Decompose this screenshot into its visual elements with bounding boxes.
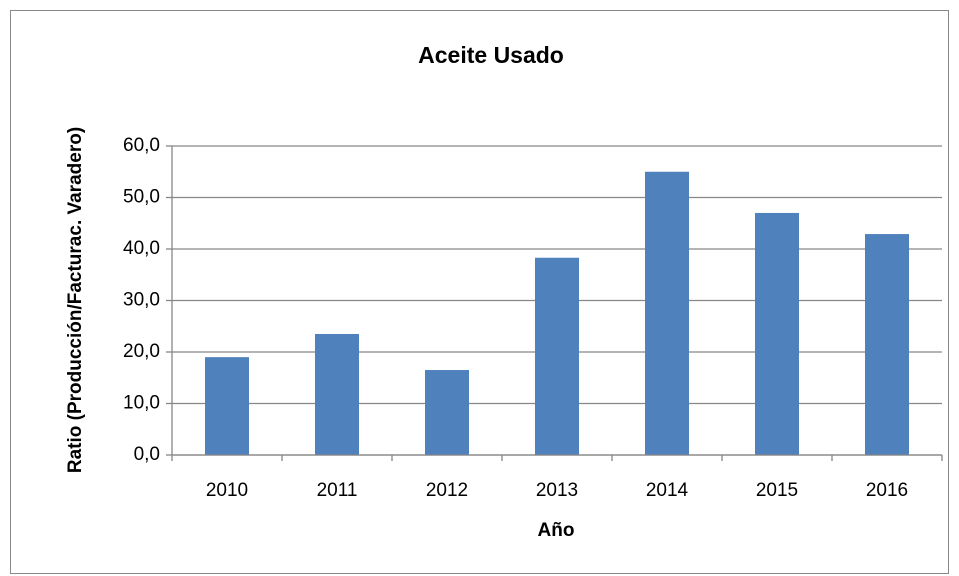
y-axis-label: Ratio (Producción/Facturac. Varadero)	[65, 127, 86, 473]
bar	[315, 333, 359, 455]
bar	[535, 257, 579, 455]
y-tick-label: 20,0	[123, 341, 160, 362]
bar	[755, 212, 799, 455]
bar	[645, 171, 689, 455]
x-tick-label: 2010	[206, 480, 248, 501]
y-tick-label: 40,0	[123, 238, 160, 259]
bar	[205, 357, 249, 455]
x-tick-label: 2016	[866, 480, 908, 501]
x-tick-label: 2014	[646, 480, 689, 501]
x-tick-label: 2013	[536, 480, 578, 501]
y-tick-label: 60,0	[123, 135, 160, 156]
y-tick-label: 0,0	[134, 444, 160, 465]
y-tick-label: 50,0	[123, 187, 160, 208]
y-tick-label: 10,0	[123, 393, 160, 414]
y-tick-label: 30,0	[123, 290, 160, 311]
x-tick-label: 2012	[426, 480, 468, 501]
chart-title: Aceite Usado	[418, 42, 564, 68]
bar	[865, 234, 909, 455]
x-axis-label: Año	[538, 520, 575, 541]
bar	[425, 370, 469, 455]
x-tick-label: 2011	[317, 480, 358, 501]
x-tick-label: 2015	[756, 480, 798, 501]
